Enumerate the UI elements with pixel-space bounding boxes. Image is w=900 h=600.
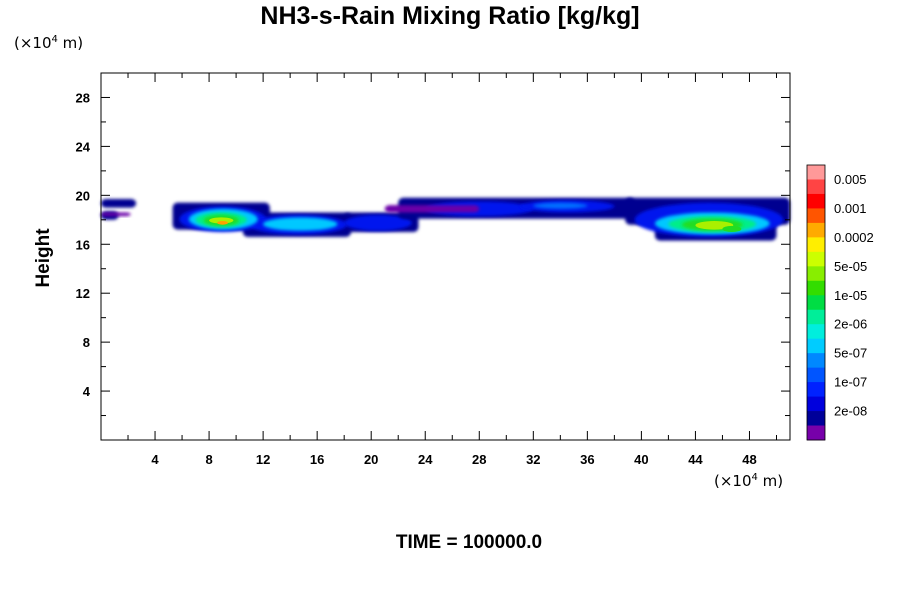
x-tick-label: 16 xyxy=(310,452,324,467)
x-tick-label: 28 xyxy=(472,452,486,467)
time-label: TIME = 100000.0 xyxy=(395,532,543,553)
x-tick-label: 36 xyxy=(580,452,594,467)
x-tick-label: 40 xyxy=(634,452,648,467)
cloud-fragment xyxy=(101,199,137,208)
x-tick-label: 12 xyxy=(256,452,270,467)
colorbar-swatch xyxy=(807,266,825,282)
y-tick-label: 4 xyxy=(83,384,91,399)
x-tick-label: 44 xyxy=(688,452,703,467)
x-tick-label: 20 xyxy=(364,452,378,467)
y-tick-label: 12 xyxy=(76,286,90,301)
x-tick-label: 24 xyxy=(418,452,433,467)
x-tick-label: 4 xyxy=(151,452,159,467)
colorbar-swatch xyxy=(807,251,825,267)
colorbar-label: 2e-06 xyxy=(834,317,867,332)
colorbar-swatch xyxy=(807,222,825,238)
y-axis-label: Height xyxy=(33,228,54,288)
colorbar-label: 5e-05 xyxy=(834,259,867,274)
colorbar-swatch xyxy=(807,179,825,195)
y-axis-unit: (×104 m) xyxy=(14,34,84,52)
colorbar-swatch xyxy=(807,309,825,325)
colorbar-swatch xyxy=(807,193,825,209)
colorbar-swatch xyxy=(807,411,825,426)
y-tick-label: 20 xyxy=(76,188,90,203)
colorbar-swatch xyxy=(807,295,825,311)
colorbar-label: 0.0002 xyxy=(834,230,874,245)
cloud-fragment xyxy=(101,212,131,217)
colorbar-swatch xyxy=(807,324,825,340)
colorbar-swatch xyxy=(807,208,825,224)
colorbar-label: 5e-07 xyxy=(834,346,867,361)
x-axis: 4 8 12 16 20 24 28 32 36 40 44 48 xyxy=(127,73,777,467)
colorbar-swatch xyxy=(807,367,825,383)
x-axis-unit: (×104 m) xyxy=(714,472,784,490)
colorbar-swatch xyxy=(807,165,825,180)
cloud-core xyxy=(533,202,588,209)
colorbar-label: 1e-07 xyxy=(834,375,867,390)
cloud-core xyxy=(722,225,742,233)
y-tick-label: 24 xyxy=(76,139,91,154)
chart-title: NH3-s-Rain Mixing Ratio [kg/kg] xyxy=(260,2,640,30)
cloud-field xyxy=(101,197,790,241)
cloud-core xyxy=(344,214,412,231)
colorbar-swatch xyxy=(807,382,825,397)
x-tick-label: 48 xyxy=(742,452,756,467)
colorbar-swatch xyxy=(807,353,825,369)
colorbar-swatch xyxy=(807,237,825,253)
colorbar-label: 0.001 xyxy=(834,201,867,216)
colorbar-swatch xyxy=(807,396,825,412)
colorbar-label: 2e-08 xyxy=(834,404,867,419)
colorbar-swatch xyxy=(807,280,825,296)
plot-frame xyxy=(100,72,791,441)
y-axis: 4 8 12 16 20 24 28 xyxy=(76,90,790,417)
y-tick-label: 16 xyxy=(76,237,90,252)
colorbar: 0.005 0.001 0.0002 5e-05 1e-05 2e-06 5e-07 1e-0… xyxy=(806,164,874,441)
cloud-core xyxy=(209,217,234,224)
cloud-fragment xyxy=(384,205,480,213)
colorbar-swatch xyxy=(807,425,825,441)
colorbar-swatch xyxy=(807,338,825,354)
x-tick-label: 32 xyxy=(526,452,540,467)
y-tick-label: 8 xyxy=(83,335,90,350)
y-tick-label: 28 xyxy=(76,90,90,105)
x-tick-label: 8 xyxy=(205,452,212,467)
colorbar-label: 1e-05 xyxy=(834,288,867,303)
colorbar-frame xyxy=(806,164,826,441)
colorbar-label: 0.005 xyxy=(834,172,867,187)
cloud-core xyxy=(263,217,338,231)
cloud-core xyxy=(217,221,228,225)
